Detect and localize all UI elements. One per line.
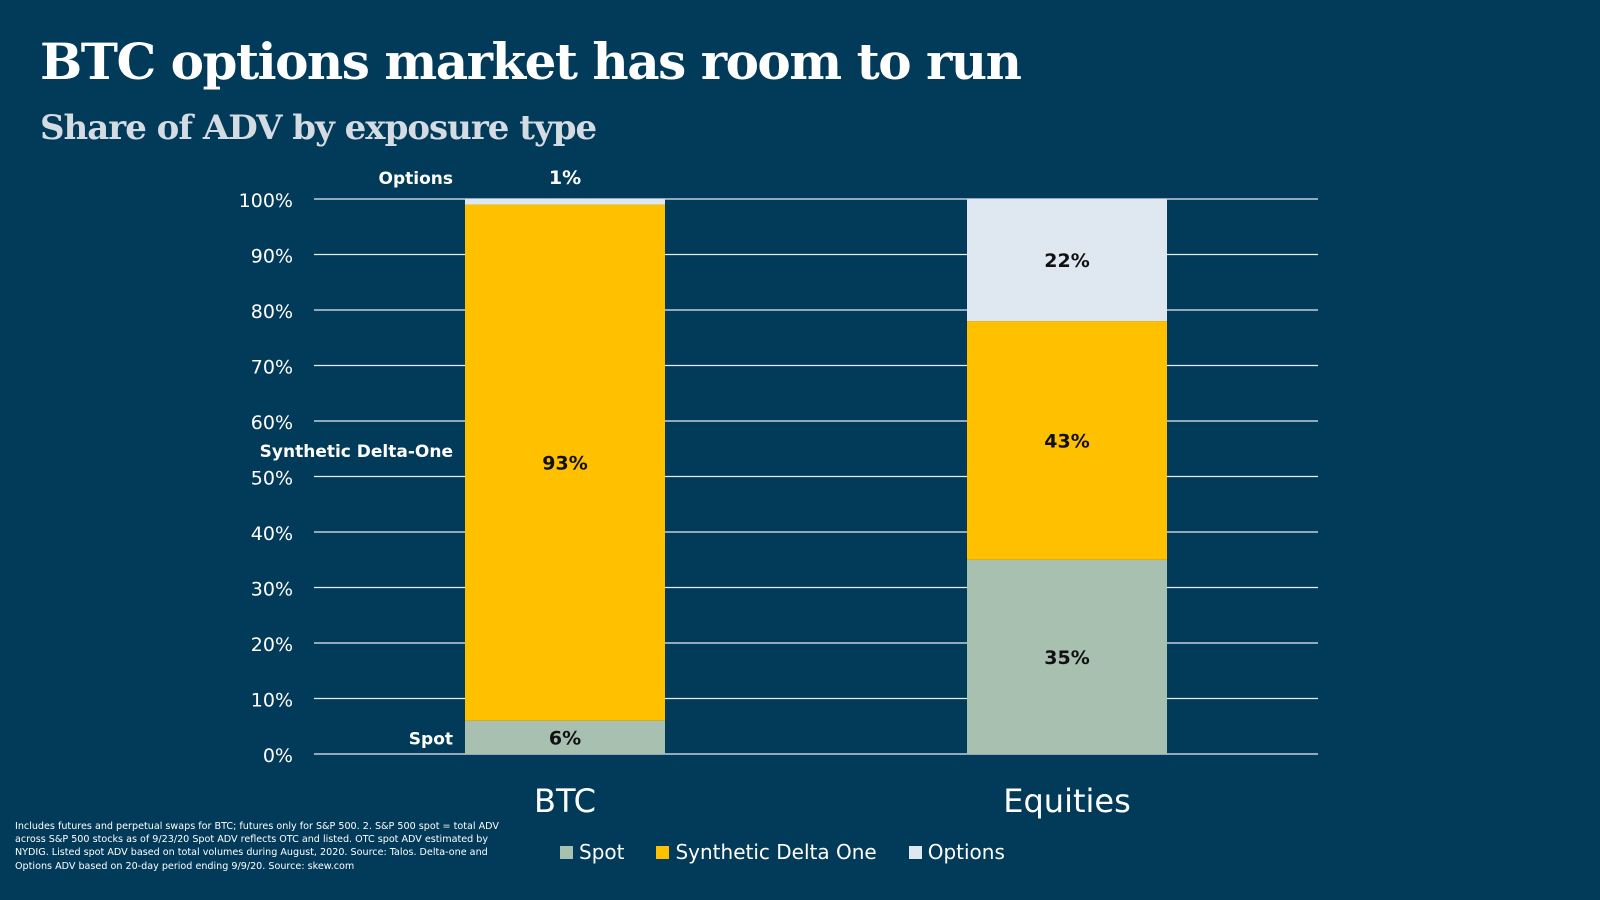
y-tick-label: 20%: [251, 634, 293, 656]
side-label: Synthetic Delta-One: [260, 442, 453, 462]
side-annotations: Spot Synthetic Delta-One Options: [260, 169, 453, 749]
bar-data-labels: 6% 93% 1% 35% 43% 22%: [542, 167, 1089, 749]
gridlines: [314, 198, 1318, 755]
bar-segment-btc-options: [465, 199, 665, 205]
legend: Spot Synthetic Delta One Options: [560, 840, 1037, 864]
y-tick-label: 10%: [251, 690, 293, 712]
side-label: Spot: [409, 729, 453, 749]
bar-segment-btc-spot: [465, 720, 665, 754]
y-tick-label: 100%: [239, 190, 293, 212]
legend-label: Synthetic Delta One: [675, 840, 877, 864]
data-label: 1%: [549, 167, 581, 189]
y-tick-label: 80%: [251, 301, 293, 323]
legend-item: Spot: [560, 840, 624, 864]
legend-item: Options: [908, 840, 1005, 864]
data-label: 22%: [1044, 250, 1089, 272]
legend-label: Spot: [579, 840, 625, 864]
y-tick-label: 70%: [251, 357, 293, 379]
footnote: Includes futures and perpetual swaps for…: [15, 821, 499, 872]
x-category-label: Equities: [1003, 782, 1131, 820]
x-category-label: BTC: [534, 782, 596, 820]
side-label: Options: [379, 169, 453, 189]
bar-segment-btc-synthetic-delta-one: [465, 204, 665, 721]
legend-label: Options: [927, 840, 1005, 864]
y-tick-label: 60%: [251, 412, 293, 434]
data-label: 6%: [549, 727, 581, 749]
y-axis-ticks: 0% 10% 20% 30% 40% 50% 60% 70% 80% 90% 100%: [239, 190, 293, 767]
y-tick-label: 30%: [251, 579, 293, 601]
data-label: 93%: [542, 453, 587, 475]
y-tick-label: 0%: [263, 745, 293, 767]
data-label: 43%: [1044, 430, 1089, 452]
bars: [465, 199, 1167, 754]
legend-swatch: [560, 845, 573, 859]
page-subtitle: Share of ADV by exposure type: [40, 108, 597, 148]
legend-item: Synthetic Delta One: [656, 840, 877, 864]
page-title: BTC options market has room to run: [40, 32, 1022, 91]
bar-segment-equities-synthetic-delta-one: [967, 321, 1167, 560]
x-axis-labels: BTC Equities: [534, 782, 1131, 820]
data-label: 35%: [1044, 647, 1089, 669]
legend-swatch: [656, 845, 670, 859]
y-tick-label: 90%: [251, 246, 293, 268]
bar-segment-equities-options: [967, 199, 1167, 322]
bar-segment-equities-spot: [967, 559, 1167, 754]
y-tick-label: 40%: [251, 523, 293, 545]
y-tick-label: 50%: [251, 468, 293, 490]
legend-swatch: [908, 845, 922, 859]
